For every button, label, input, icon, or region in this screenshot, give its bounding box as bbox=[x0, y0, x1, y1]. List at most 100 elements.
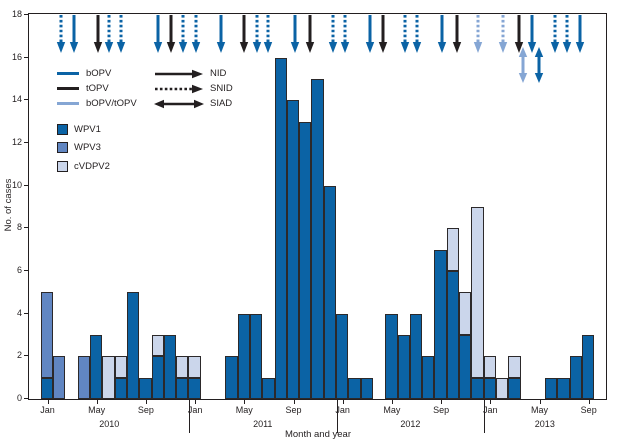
x-tick-mark bbox=[195, 400, 197, 404]
year-label: 2011 bbox=[253, 419, 273, 429]
campaign-arrow-solid bbox=[365, 15, 375, 53]
bar bbox=[348, 377, 361, 399]
campaign-arrow-solid bbox=[239, 15, 249, 53]
bar-segment-wpv1 bbox=[545, 377, 558, 399]
legend-label: NID bbox=[210, 68, 227, 79]
bar bbox=[311, 79, 324, 399]
legend-arrow-swatch-double bbox=[154, 99, 204, 109]
bar bbox=[237, 313, 250, 399]
campaign-arrow-solid bbox=[452, 15, 462, 53]
bar-segment-wpv1 bbox=[188, 377, 201, 399]
legend-label: SIAD bbox=[210, 98, 233, 109]
bar bbox=[557, 377, 570, 399]
bar-segment-cvdpv2 bbox=[102, 356, 115, 399]
x-tick-label: Jan bbox=[335, 405, 350, 415]
bar-segment-wpv1 bbox=[397, 335, 410, 399]
bar-segment-wpv1 bbox=[40, 377, 54, 399]
bar bbox=[508, 356, 521, 399]
campaign-arrow-dashed bbox=[412, 15, 422, 53]
bar bbox=[102, 356, 115, 399]
bar bbox=[299, 121, 312, 399]
y-tick-label: 0 bbox=[16, 393, 22, 403]
legend-label: bOPV/tOPV bbox=[86, 98, 137, 109]
year-label: 2012 bbox=[400, 419, 421, 429]
campaign-arrow-dashed bbox=[340, 15, 350, 53]
bar-segment-wpv3 bbox=[53, 356, 66, 399]
campaign-arrow-solid bbox=[514, 15, 524, 53]
bar-segment-wpv1 bbox=[274, 57, 287, 399]
bar-segment-wpv1 bbox=[508, 377, 521, 399]
bar bbox=[139, 377, 152, 399]
bar-segment-cvdpv2 bbox=[188, 356, 201, 378]
campaign-arrow-dashed bbox=[328, 15, 338, 53]
y-tick-mark bbox=[24, 56, 28, 58]
y-tick-label: 6 bbox=[16, 265, 22, 276]
bar-segment-wpv1 bbox=[163, 335, 177, 399]
bar-segment-wpv1 bbox=[311, 79, 324, 399]
campaign-arrow-solid bbox=[153, 15, 163, 53]
x-tick-label: May bbox=[88, 405, 106, 415]
legend-row-vaccine: tOPV bbox=[57, 81, 137, 96]
bar bbox=[323, 185, 337, 399]
bar-segment-cvdpv2 bbox=[459, 292, 472, 336]
x-tick-label: Sep bbox=[137, 405, 154, 415]
legend-row-campaign: NID bbox=[154, 66, 233, 81]
x-tick-label: May bbox=[530, 405, 549, 415]
legend-row-campaign: SIAD bbox=[154, 96, 233, 111]
campaign-arrow-dashed bbox=[263, 15, 273, 53]
x-tick-mark bbox=[47, 400, 49, 404]
bar-segment-cvdpv2 bbox=[483, 356, 496, 378]
legend-row-campaign: SNID bbox=[154, 81, 233, 96]
y-axis-title: No. of cases bbox=[3, 178, 14, 232]
bar bbox=[286, 100, 300, 399]
bar-segment-wpv1 bbox=[348, 377, 361, 399]
legend-label: WPV3 bbox=[74, 142, 101, 154]
bar bbox=[582, 335, 595, 399]
bar bbox=[90, 335, 103, 399]
campaign-arrow-solid bbox=[378, 15, 388, 53]
x-tick-label: Jan bbox=[40, 405, 55, 415]
x-tick-mark bbox=[490, 400, 492, 404]
y-tick-mark bbox=[24, 269, 28, 272]
y-tick-mark bbox=[24, 312, 28, 314]
bar-segment-wpv1 bbox=[176, 377, 189, 399]
bar-segment-wpv1 bbox=[471, 377, 484, 399]
legend-row-case-type: cVDPV2 bbox=[57, 157, 110, 176]
y-tick-mark bbox=[24, 99, 28, 101]
campaign-arrow-double bbox=[518, 47, 528, 83]
legend-row-vaccine: bOPV bbox=[57, 66, 137, 81]
legend-row-vaccine: bOPV/tOPV bbox=[57, 96, 137, 111]
bar-segment-wpv1 bbox=[299, 121, 312, 399]
bar bbox=[483, 356, 496, 399]
year-divider bbox=[336, 400, 338, 433]
bar bbox=[459, 292, 472, 399]
bar bbox=[151, 335, 164, 399]
year-label: 2010 bbox=[99, 419, 120, 429]
y-tick-mark bbox=[24, 227, 28, 229]
bar-segment-wpv1 bbox=[557, 377, 570, 399]
bar-segment-wpv1 bbox=[151, 356, 164, 399]
bar bbox=[545, 377, 558, 399]
bar bbox=[114, 356, 127, 399]
bar-segment-cvdpv2 bbox=[508, 356, 521, 378]
campaign-arrow-dashed bbox=[400, 15, 410, 53]
bar bbox=[385, 313, 398, 399]
bar bbox=[274, 57, 287, 399]
legend-arrow-swatch-dashed bbox=[154, 84, 204, 94]
campaign-arrow-dashed bbox=[56, 15, 66, 53]
bar-segment-cvdpv2 bbox=[446, 228, 460, 272]
x-tick-mark bbox=[441, 400, 443, 404]
year-divider bbox=[484, 400, 486, 433]
x-tick-label: Sep bbox=[433, 405, 450, 415]
x-tick-mark bbox=[96, 400, 98, 404]
bar-segment-wpv1 bbox=[422, 356, 435, 399]
legend-square-swatch bbox=[57, 142, 68, 154]
y-tick-mark bbox=[24, 13, 28, 16]
legend-line-swatch bbox=[57, 102, 79, 105]
bar-segment-wpv1 bbox=[336, 313, 349, 399]
bar-segment-cvdpv2 bbox=[114, 356, 127, 378]
legend-label: tOPV bbox=[86, 83, 109, 94]
bar-segment-wpv1 bbox=[385, 313, 398, 399]
year-divider bbox=[188, 400, 191, 433]
y-tick-mark bbox=[24, 141, 28, 144]
